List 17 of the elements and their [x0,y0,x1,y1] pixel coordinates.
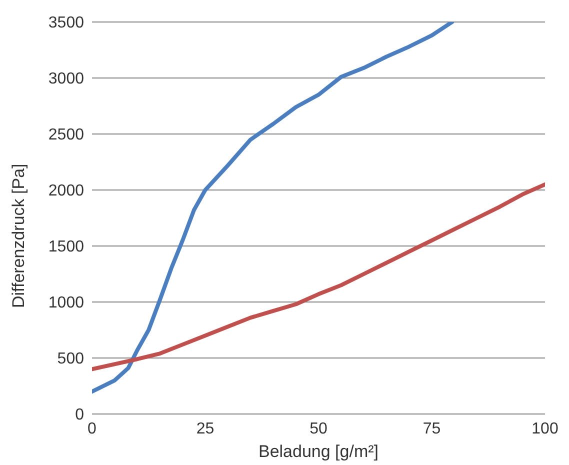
y-tick-label: 1500 [48,238,84,256]
y-tick-label: 2500 [48,126,84,144]
y-tick-label: 1000 [48,294,84,312]
y-tick-label: 2000 [48,182,84,200]
line-series [92,182,545,372]
x-tick-label: 100 [532,420,558,438]
y-tick-label: 3500 [48,14,84,32]
y-tick-label: 0 [75,406,84,424]
y-tick-label: 500 [57,350,84,368]
x-tick-label: 75 [422,420,441,438]
x-tick-label: 50 [310,420,328,438]
y-tick-label: 3000 [48,70,84,88]
x-tick-label: 0 [88,420,97,438]
x-tick-label: 25 [196,420,214,438]
y-axis-title: Differenzdruck [Pa] [9,164,28,308]
line-series [92,22,454,394]
x-axis-title: Beladung [g/m²] [258,442,379,461]
